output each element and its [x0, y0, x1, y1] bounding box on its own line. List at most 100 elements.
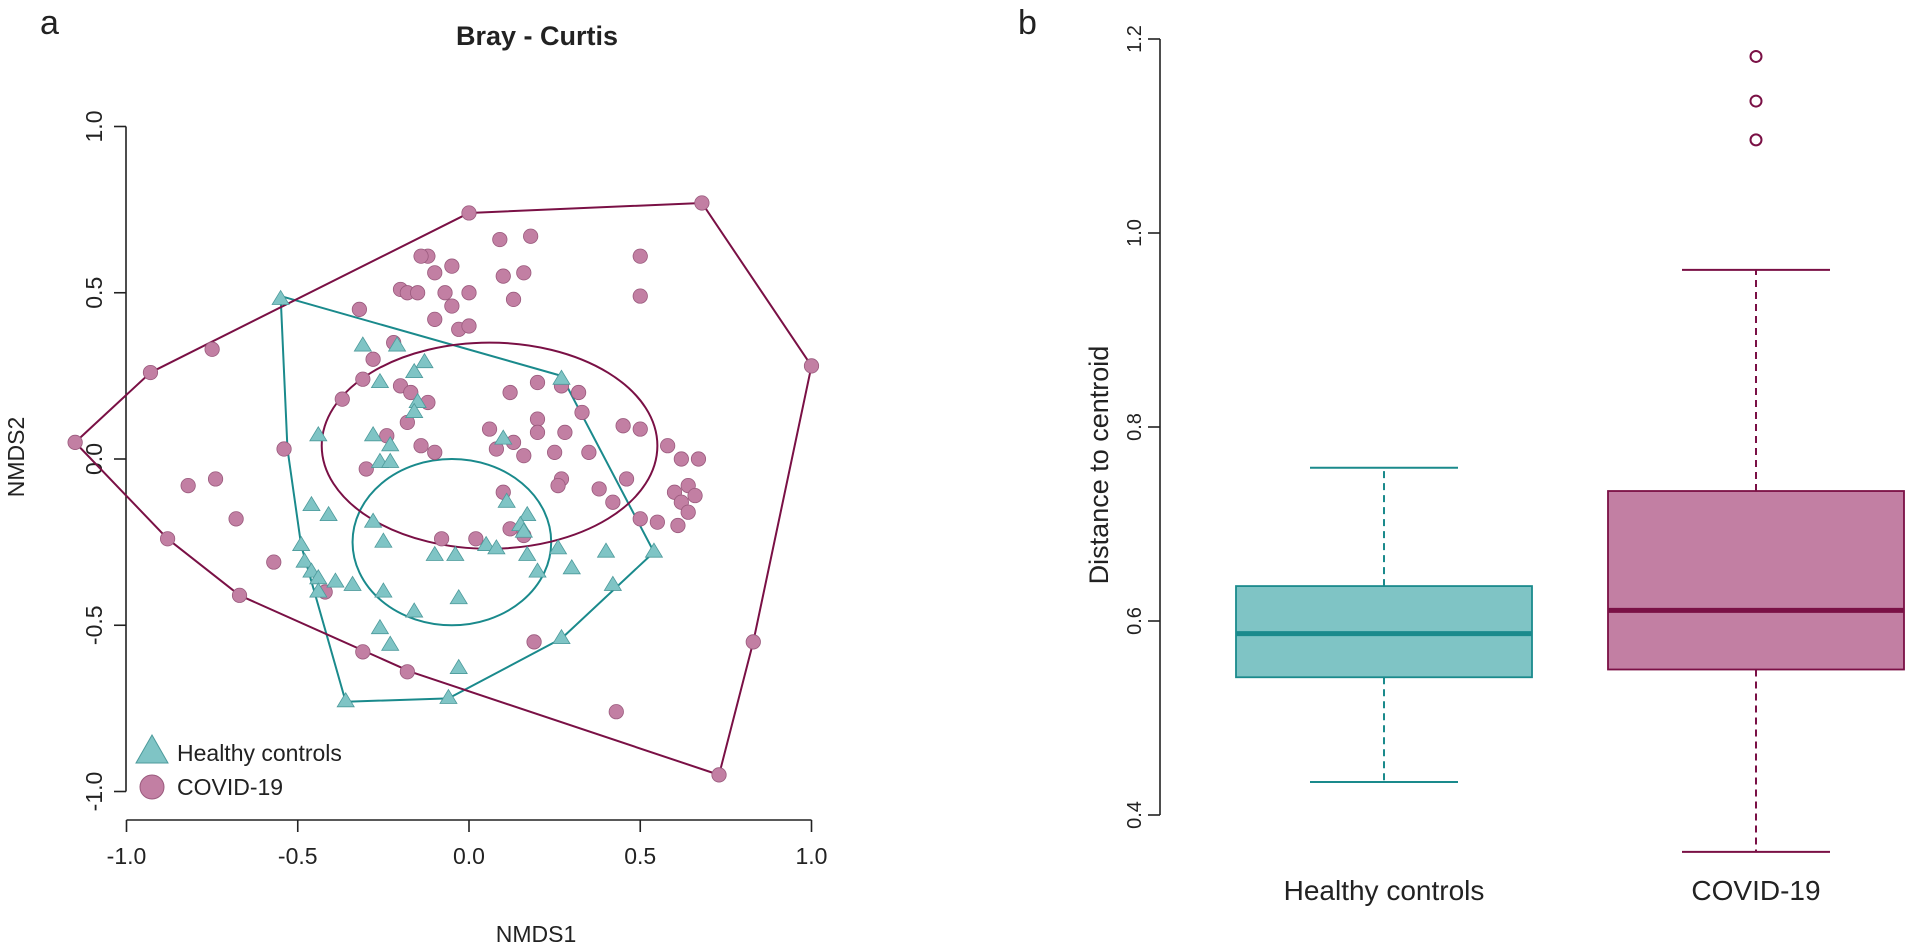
legend-marker-healthy	[135, 733, 169, 764]
point-covid	[711, 767, 727, 783]
point-covid	[632, 511, 648, 527]
point-covid	[427, 311, 443, 327]
point-covid	[461, 205, 477, 221]
point-healthy	[309, 582, 328, 598]
point-healthy	[449, 588, 468, 605]
point-covid	[180, 477, 196, 494]
point-covid	[632, 248, 648, 264]
point-healthy	[552, 628, 571, 645]
point-healthy	[446, 545, 465, 561]
point-covid	[673, 451, 689, 467]
point-covid	[413, 248, 429, 264]
point-healthy	[370, 618, 390, 635]
point-covid	[334, 391, 350, 407]
outlier-covid	[1749, 49, 1763, 63]
point-covid	[410, 285, 426, 301]
point-covid	[444, 258, 460, 274]
point-covid	[355, 644, 371, 660]
point-healthy	[528, 562, 547, 578]
point-covid	[468, 531, 484, 547]
point-covid	[632, 421, 648, 437]
point-healthy	[425, 545, 444, 561]
panel-label-b: b	[1018, 4, 1037, 42]
point-covid	[557, 424, 573, 440]
box-y-tick-label: 0.8	[1124, 413, 1146, 441]
point-covid	[529, 374, 546, 391]
point-covid	[231, 587, 248, 603]
point-healthy	[291, 535, 311, 551]
point-healthy	[370, 372, 390, 389]
nmds-x-tick-label: 0.0	[453, 843, 485, 869]
nmds-title: Bray - Curtis	[456, 21, 618, 51]
point-covid	[495, 268, 511, 284]
point-healthy	[408, 392, 427, 408]
point-healthy	[363, 426, 383, 442]
point-covid	[687, 487, 703, 504]
point-covid	[228, 511, 244, 527]
point-healthy	[381, 452, 400, 468]
point-healthy	[596, 542, 616, 558]
box-category-label-healthy: Healthy controls	[1284, 875, 1485, 906]
point-covid	[803, 358, 820, 374]
point-covid	[547, 444, 563, 460]
point-covid	[745, 634, 761, 650]
point-covid	[505, 291, 522, 307]
point-healthy	[381, 436, 400, 452]
legend-label-covid: COVID-19	[177, 774, 283, 800]
point-covid	[437, 285, 453, 301]
point-covid	[427, 444, 443, 460]
point-covid	[481, 421, 498, 437]
point-healthy	[381, 635, 400, 651]
outlier-covid	[1749, 94, 1763, 108]
point-healthy	[518, 545, 537, 561]
point-covid	[358, 461, 374, 477]
nmds-y-tick-label: -1.0	[81, 772, 107, 812]
panel-label-a: a	[40, 4, 59, 42]
point-healthy	[494, 429, 513, 445]
point-covid	[160, 531, 176, 547]
point-covid	[67, 434, 83, 450]
point-healthy	[295, 552, 314, 568]
nmds-x-tick-label: 1.0	[796, 843, 828, 869]
nmds-y-tick-label: -0.5	[81, 605, 107, 645]
point-covid	[427, 265, 443, 281]
point-covid	[526, 634, 542, 650]
nmds-x-tick-label: 0.5	[624, 843, 656, 869]
box-category-label-covid: COVID-19	[1691, 875, 1820, 906]
point-healthy	[644, 542, 664, 558]
point-covid	[608, 704, 624, 720]
point-covid	[516, 265, 532, 281]
point-healthy	[497, 492, 516, 508]
point-covid	[516, 448, 532, 464]
point-healthy	[562, 559, 581, 575]
panel-b-boxplot: b 0.4 0.6 0.8 1.0 1.2 Distance to centroid H…	[1018, 4, 1905, 906]
point-covid	[649, 514, 665, 530]
point-healthy	[309, 426, 328, 442]
point-healthy	[404, 362, 424, 379]
legend-marker-covid	[139, 774, 165, 800]
nmds-y-axis-label: NMDS2	[3, 417, 29, 498]
point-healthy	[518, 505, 537, 522]
nmds-x-axis-label: NMDS1	[496, 921, 577, 946]
point-covid	[461, 318, 477, 334]
box-y-tick-label: 0.4	[1124, 801, 1146, 829]
sample-points	[67, 195, 820, 783]
nmds-x-tick-label: -1.0	[107, 843, 147, 869]
nmds-y-ticks: -1.0 -0.5 0.0 0.5 1.0	[81, 111, 126, 812]
box-y-tick-label: 1.2	[1124, 25, 1146, 53]
point-covid	[142, 364, 159, 381]
outlier-covid	[1749, 133, 1763, 147]
point-covid	[574, 404, 590, 421]
point-healthy	[387, 336, 407, 352]
box-y-ticks: 0.4 0.6 0.8 1.0 1.2	[1124, 25, 1160, 829]
point-covid	[276, 441, 292, 457]
point-healthy	[353, 336, 373, 352]
box-y-tick-label: 0.6	[1124, 607, 1146, 635]
point-covid	[444, 298, 460, 314]
point-covid	[351, 301, 367, 317]
point-healthy	[271, 289, 290, 305]
point-healthy	[374, 532, 393, 548]
nmds-x-ticks: -1.0 -0.5 0.0 0.5 1.0	[107, 820, 828, 869]
point-covid	[355, 371, 371, 387]
